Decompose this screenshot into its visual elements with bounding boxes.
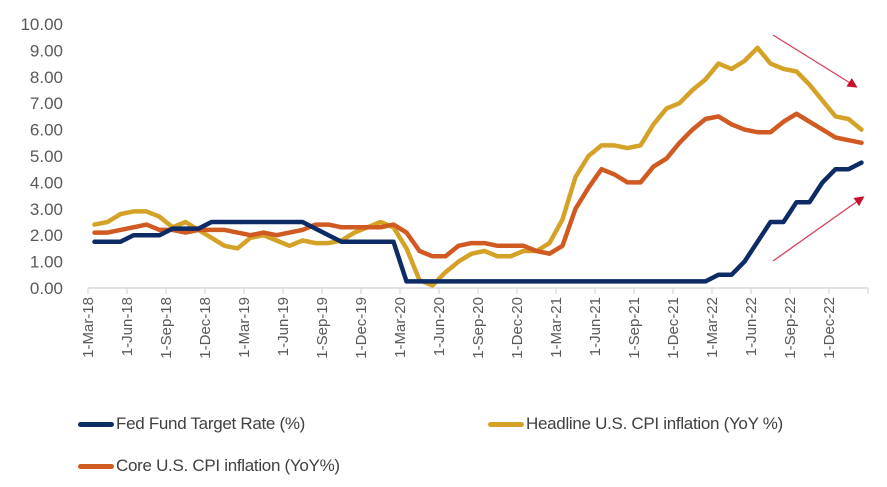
legend-label: Core U.S. CPI inflation (YoY%): [116, 456, 340, 475]
y-tick-label: 1.00: [30, 253, 63, 272]
legend-label: Fed Fund Target Rate (%): [116, 414, 306, 433]
y-tick-label: 9.00: [30, 41, 63, 60]
up-trend-arrow: [772, 196, 865, 262]
x-tick-label: 1-Sep-18: [158, 297, 175, 359]
legend-label: Headline U.S. CPI inflation (YoY %): [526, 414, 783, 433]
x-axis-labels: 1-Mar-18 1-Jun-18 1-Sep-18 1-Dec-18 1-Mar-19…: [80, 297, 838, 359]
series-lines: [92, 45, 864, 288]
legend-item-core-cpi: Core U.S. CPI inflation (YoY%): [78, 456, 340, 476]
x-tick-label: 1-Jun-19: [275, 297, 292, 356]
line-chart: 0.00 1.00 2.00 3.00 4.00 5.00 6.00 7.00 8.00 9.00…: [20, 15, 869, 359]
x-tick-label: 1-Jun-21: [587, 297, 604, 356]
x-tick-label: 1-Dec-18: [197, 297, 214, 359]
y-tick-label: 4.00: [30, 173, 63, 192]
x-tick-label: 1-Jun-18: [119, 297, 136, 356]
y-tick-label: 8.00: [30, 68, 63, 87]
legend-item-fed-fund: Fed Fund Target Rate (%): [78, 414, 305, 434]
series-line-headline-cpi: [92, 45, 864, 288]
legend-swatch-fed-fund: [78, 421, 114, 427]
x-tick-label: 1-Sep-21: [626, 297, 643, 359]
legend-swatch-headline-cpi: [488, 421, 524, 427]
x-tick-label: 1-Sep-22: [782, 297, 799, 359]
y-tick-label: 2.00: [30, 226, 63, 245]
x-tick-label: 1-Mar-19: [236, 297, 253, 358]
y-tick-label: 7.00: [30, 94, 63, 113]
y-tick-label: 10.00: [20, 15, 63, 34]
x-tick-label: 1-Mar-18: [80, 297, 97, 358]
x-tick-label: 1-Dec-20: [509, 297, 526, 359]
x-tick-label: 1-Sep-19: [314, 297, 331, 359]
y-axis: 0.00 1.00 2.00 3.00 4.00 5.00 6.00 7.00 8.00 9.00…: [20, 15, 63, 298]
x-tick-label: 1-Mar-21: [548, 297, 565, 358]
x-tick-label: 1-Sep-20: [470, 297, 487, 359]
x-tick-label: 1-Dec-22: [821, 297, 838, 359]
down-trend-arrow: [772, 34, 858, 88]
y-tick-label: 3.00: [30, 200, 63, 219]
x-tick-label: 1-Dec-21: [665, 297, 682, 359]
series-line-fed-fund: [92, 160, 864, 284]
x-tick-label: 1-Dec-19: [353, 297, 370, 359]
series-line-core-cpi: [92, 111, 864, 259]
y-tick-label: 0.00: [30, 279, 63, 298]
legend: Fed Fund Target Rate (%) Headline U.S. C…: [78, 408, 878, 484]
x-axis-ticks: [87, 288, 869, 294]
x-tick-label: 1-Jun-22: [743, 297, 760, 356]
trend-arrows: [772, 34, 865, 262]
y-tick-label: 6.00: [30, 121, 63, 140]
y-tick-label: 5.00: [30, 147, 63, 166]
legend-swatch-core-cpi: [78, 463, 114, 469]
legend-item-headline-cpi: Headline U.S. CPI inflation (YoY %): [488, 414, 783, 434]
x-tick-label: 1-Mar-22: [704, 297, 721, 358]
x-tick-label: 1-Mar-20: [392, 297, 409, 358]
x-tick-label: 1-Jun-20: [431, 297, 448, 356]
